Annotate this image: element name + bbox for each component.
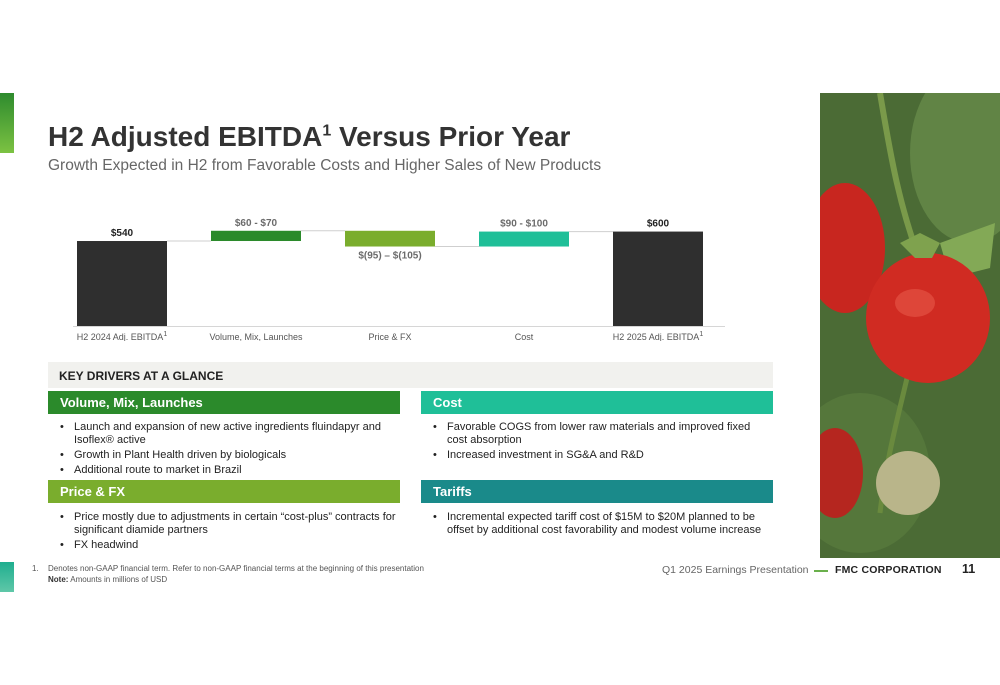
bullet-item: FX headwind <box>48 539 400 552</box>
category-label: Cost <box>515 332 534 341</box>
note-label: Note: <box>48 575 69 584</box>
footnote: 1. Denotes non-GAAP financial term. Refer… <box>32 563 424 585</box>
data-label: $(95) – $(105) <box>358 251 421 262</box>
bullet-item: Favorable COGS from lower raw materials … <box>421 421 773 447</box>
category-superscript: 1 <box>163 331 167 338</box>
section-title-volume: Volume, Mix, Launches <box>60 395 203 410</box>
slide: H2 Adjusted EBITDA1 Versus Prior Year Gr… <box>0 93 1000 592</box>
waterfall-chart: $540 H2 2024 Adj. EBITDA1 $60 - $70 Volume,… <box>73 218 725 341</box>
chart-bar <box>211 230 301 242</box>
bullet-list-tariffs: Incremental expected tariff cost of $15M… <box>421 511 773 539</box>
chart-bar <box>77 241 167 326</box>
bullet-item: Additional route to market in Brazil <box>48 464 400 477</box>
data-label: $60 - $70 <box>235 218 278 229</box>
data-label: $90 - $100 <box>500 219 548 230</box>
section-header-tariffs: Tariffs <box>421 480 773 503</box>
bullet-item: Growth in Plant Health driven by biologi… <box>48 449 400 462</box>
chart-bar <box>345 230 435 247</box>
page-number: 11 <box>962 562 976 576</box>
title-superscript: 1 <box>322 122 332 140</box>
bullet-list-price: Price mostly due to adjustments in certa… <box>48 511 400 554</box>
page-subtitle: Growth Expected in H2 from Favorable Cos… <box>48 157 602 174</box>
key-drivers-header: KEY DRIVERS AT A GLANCE <box>48 362 773 388</box>
chart-bar <box>613 231 703 326</box>
footnote-number: 1. <box>32 564 39 573</box>
bullet-item: Increased investment in SG&A and R&D <box>421 449 773 462</box>
company-name: FMC CORPORATION <box>835 564 942 576</box>
category-label: Price & FX <box>368 332 411 341</box>
category-label: H2 2024 Adj. EBITDA1 <box>77 331 168 341</box>
accent-bar-top <box>0 93 14 153</box>
chart-bar <box>479 231 569 247</box>
bullet-item: Launch and expansion of new active ingre… <box>48 421 400 447</box>
note-text: Amounts in millions of USD <box>68 575 168 584</box>
bullet-list-cost: Favorable COGS from lower raw materials … <box>421 421 773 464</box>
accent-bar-bottom <box>0 562 14 592</box>
page-title: H2 Adjusted EBITDA1 Versus Prior Year <box>48 121 571 152</box>
category-superscript: 1 <box>699 331 703 338</box>
category-label: Volume, Mix, Launches <box>209 332 303 341</box>
key-drivers-heading: KEY DRIVERS AT A GLANCE <box>59 369 224 383</box>
presentation-name: Q1 2025 Earnings Presentation <box>662 564 809 576</box>
bullet-item: Price mostly due to adjustments in certa… <box>48 511 400 537</box>
footer-divider <box>814 570 828 572</box>
section-header-price: Price & FX <box>48 480 400 503</box>
section-header-cost: Cost <box>421 391 773 414</box>
section-title-cost: Cost <box>433 395 462 410</box>
data-label: $600 <box>647 219 670 230</box>
strawberry-photo <box>820 93 1000 558</box>
footnote-text: Denotes non-GAAP financial term. Refer t… <box>48 564 424 573</box>
data-label: $540 <box>111 228 134 239</box>
bullet-item: Incremental expected tariff cost of $15M… <box>421 511 773 537</box>
category-label: H2 2025 Adj. EBITDA1 <box>613 331 704 341</box>
section-title-tariffs: Tariffs <box>433 484 472 499</box>
bullet-list-volume: Launch and expansion of new active ingre… <box>48 421 400 479</box>
section-title-price: Price & FX <box>60 484 126 499</box>
section-header-volume: Volume, Mix, Launches <box>48 391 400 414</box>
